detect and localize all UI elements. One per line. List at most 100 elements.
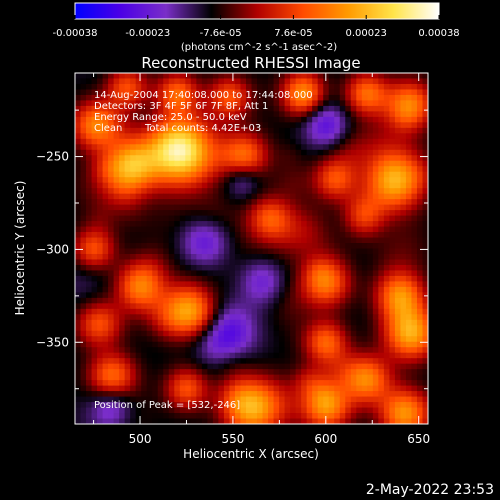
heatmap-cell: [190, 232, 197, 239]
heatmap-cell: [257, 319, 264, 326]
heatmap-cell: [113, 149, 120, 156]
heatmap-cell: [361, 303, 368, 310]
heatmap-cell: [152, 325, 159, 332]
heatmap-cell: [284, 330, 291, 337]
heatmap-cell: [411, 264, 418, 272]
heatmap-cell: [394, 418, 402, 424]
heatmap-cell: [306, 330, 313, 337]
heatmap-cell: [339, 160, 346, 167]
heatmap-cell: [135, 275, 142, 283]
heatmap-cell: [97, 171, 104, 178]
heatmap-cell: [317, 138, 324, 145]
heatmap-cell: [273, 243, 280, 250]
heatmap-cell: [190, 363, 197, 370]
heatmap-cell: [80, 341, 87, 348]
heatmap-cell: [80, 413, 87, 420]
heatmap-cell: [75, 374, 82, 381]
heatmap-cell: [383, 188, 390, 195]
heatmap-cell: [234, 199, 242, 206]
heatmap-cell: [152, 100, 159, 107]
heatmap-cell: [378, 358, 385, 365]
heatmap-cell: [141, 122, 148, 129]
heatmap-cell: [190, 336, 197, 343]
heatmap-cell: [174, 127, 181, 134]
heatmap-cell: [190, 407, 197, 414]
heatmap-cell: [152, 418, 159, 424]
heatmap-cell: [389, 232, 396, 239]
heatmap-cell: [273, 319, 280, 326]
heatmap-cell: [411, 391, 418, 398]
heatmap-cell: [179, 385, 186, 392]
heatmap-cell: [328, 259, 335, 266]
heatmap-cell: [405, 89, 413, 96]
heatmap-cell: [405, 259, 413, 266]
heatmap-cell: [223, 160, 231, 167]
heatmap-cell: [416, 374, 424, 381]
heatmap-cell: [361, 226, 368, 233]
heatmap-cell: [306, 259, 313, 266]
heatmap-cell: [130, 215, 137, 222]
heatmap-cell: [345, 73, 352, 80]
heatmap-cell: [245, 171, 253, 178]
heatmap-cell: [113, 188, 120, 195]
heatmap-cell: [295, 248, 302, 255]
heatmap-cell: [240, 83, 247, 91]
heatmap-cell: [312, 248, 319, 255]
heatmap-cell: [201, 83, 208, 91]
heatmap-cell: [262, 226, 269, 233]
heatmap-cell: [80, 286, 87, 293]
heatmap-cell: [383, 380, 390, 387]
heatmap-cell: [97, 210, 104, 217]
heatmap-cell: [372, 369, 379, 376]
heatmap-cell: [113, 319, 120, 326]
heatmap-cell: [306, 297, 313, 304]
heatmap-cell: [86, 73, 93, 80]
heatmap-cell: [102, 78, 109, 85]
heatmap-cell: [119, 270, 126, 277]
heatmap-cell: [334, 237, 341, 244]
heatmap-cell: [75, 336, 82, 343]
heatmap-cell: [334, 303, 341, 310]
heatmap-cell: [80, 177, 87, 184]
heatmap-cell: [257, 138, 264, 145]
heatmap-cell: [312, 226, 319, 233]
heatmap-cell: [284, 199, 291, 206]
heatmap-cell: [339, 78, 346, 85]
heatmap-cell: [422, 275, 428, 283]
heatmap-cell: [185, 133, 192, 140]
heatmap-cell: [317, 149, 324, 156]
heatmap-cell: [135, 149, 142, 156]
heatmap-cell: [201, 352, 208, 359]
heatmap-cell: [130, 94, 137, 102]
heatmap-cell: [185, 111, 192, 118]
heatmap-cell: [422, 149, 428, 156]
heatmap-cell: [290, 292, 297, 299]
heatmap-cell: [196, 127, 203, 134]
heatmap-cell: [196, 221, 203, 228]
heatmap-cell: [312, 188, 319, 195]
heatmap-cell: [212, 314, 220, 321]
heatmap-cell: [268, 73, 275, 80]
heatmap-cell: [245, 204, 253, 211]
heatmap-cell: [334, 100, 341, 107]
heatmap-cell: [201, 177, 208, 184]
heatmap-cell: [317, 336, 324, 343]
heatmap-cell: [262, 292, 269, 299]
heatmap-cell: [268, 199, 275, 206]
heatmap-cell: [339, 105, 346, 112]
heatmap-cell: [196, 363, 203, 370]
heatmap-cell: [350, 275, 357, 283]
heatmap-cell: [394, 352, 402, 359]
heatmap-cell: [196, 160, 203, 167]
heatmap-cell: [113, 204, 120, 211]
heatmap-cell: [108, 144, 115, 151]
heatmap-cell: [328, 341, 335, 348]
heatmap-cell: [124, 210, 131, 217]
heatmap-cell: [383, 83, 390, 91]
heatmap-cell: [86, 204, 93, 211]
heatmap-cell: [102, 336, 109, 343]
heatmap-cell: [279, 347, 286, 354]
heatmap-cell: [223, 270, 231, 277]
heatmap-cell: [190, 259, 197, 266]
heatmap-cell: [411, 352, 418, 359]
